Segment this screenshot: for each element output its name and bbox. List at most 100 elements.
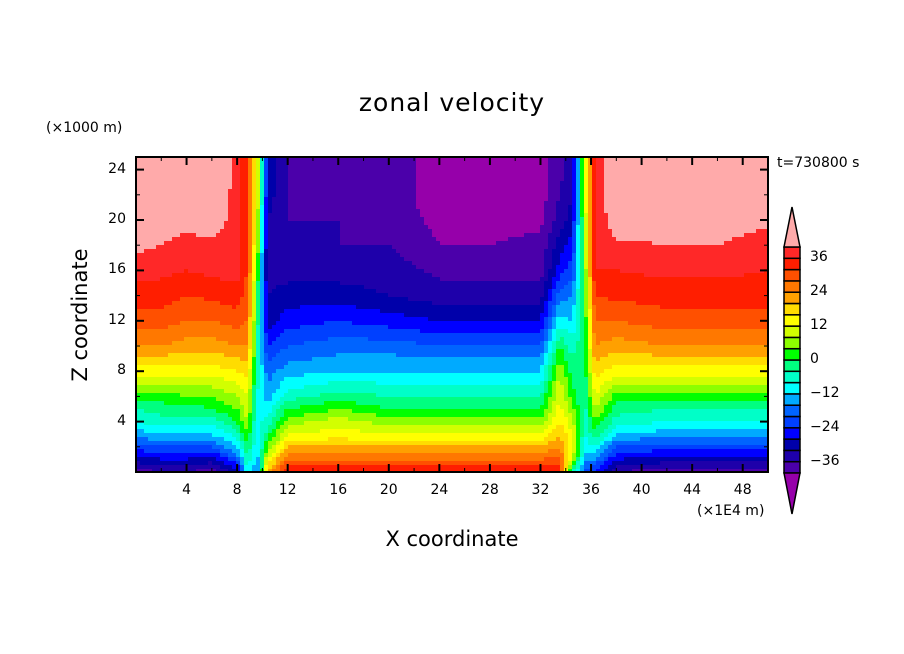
contour-cell: [320, 213, 325, 218]
contour-cell: [200, 301, 205, 306]
contour-cell: [296, 429, 301, 434]
contour-cell: [204, 269, 209, 274]
contour-cell: [248, 225, 253, 230]
contour-cell: [368, 441, 373, 446]
contour-cell: [200, 373, 205, 378]
contour-cell: [208, 449, 213, 454]
contour-cell: [332, 401, 337, 406]
contour-cell: [168, 421, 173, 426]
contour-cell: [332, 369, 337, 374]
contour-cell: [364, 157, 369, 162]
contour-cell: [192, 385, 197, 390]
contour-cell: [336, 365, 341, 370]
contour-cell: [284, 257, 289, 262]
contour-cell: [188, 421, 193, 426]
contour-cell: [240, 405, 245, 410]
contour-cell: [248, 321, 253, 326]
contour-cell: [204, 161, 209, 166]
contour-cell: [148, 177, 153, 182]
contour-cell: [376, 453, 381, 458]
contour-cell: [284, 417, 289, 422]
contour-cell: [380, 389, 385, 394]
contour-cell: [200, 221, 205, 226]
contour-cell: [240, 469, 245, 473]
contour-cell: [328, 409, 333, 414]
contour-cell: [148, 293, 153, 298]
contour-cell: [304, 181, 309, 186]
contour-cell: [152, 181, 157, 186]
contour-cell: [388, 181, 393, 186]
contour-cell: [284, 173, 289, 178]
contour-cell: [232, 289, 237, 294]
contour-cell: [328, 237, 333, 242]
contour-cell: [160, 453, 165, 458]
contour-cell: [316, 193, 321, 198]
contour-cell: [140, 305, 145, 310]
contour-cell: [300, 217, 305, 222]
contour-cell: [364, 273, 369, 278]
contour-cell: [164, 253, 169, 258]
contour-cell: [348, 449, 353, 454]
contour-cell: [316, 337, 321, 342]
contour-cell: [232, 221, 237, 226]
contour-cell: [340, 365, 345, 370]
contour-cell: [364, 389, 369, 394]
contour-cell: [276, 337, 281, 342]
contour-cell: [136, 185, 141, 190]
contour-cell: [284, 413, 289, 418]
contour-cell: [296, 353, 301, 358]
contour-cell: [356, 393, 361, 398]
contour-cell: [264, 429, 269, 434]
contour-cell: [328, 249, 333, 254]
contour-cell: [296, 393, 301, 398]
contour-cell: [180, 293, 185, 298]
contour-cell: [320, 341, 325, 346]
contour-cell: [260, 193, 265, 198]
contour-cell: [148, 221, 153, 226]
contour-cell: [156, 209, 161, 214]
contour-cell: [296, 373, 301, 378]
contour-cell: [172, 193, 177, 198]
contour-cell: [192, 389, 197, 394]
contour-cell: [304, 357, 309, 362]
contour-cell: [144, 205, 149, 210]
contour-cell: [280, 417, 285, 422]
contour-cell: [304, 241, 309, 246]
contour-cell: [216, 293, 221, 298]
contour-cell: [168, 265, 173, 270]
contour-cell: [376, 405, 381, 410]
contour-cell: [204, 289, 209, 294]
contour-cell: [304, 437, 309, 442]
contour-cell: [232, 397, 237, 402]
contour-cell: [388, 201, 393, 206]
contour-cell: [344, 241, 349, 246]
contour-cell: [304, 421, 309, 426]
contour-cell: [368, 313, 373, 318]
contour-cell: [236, 409, 241, 414]
contour-cell: [316, 221, 321, 226]
contour-cell: [316, 237, 321, 242]
contour-cell: [204, 257, 209, 262]
contour-cell: [236, 245, 241, 250]
contour-cell: [200, 453, 205, 458]
contour-cell: [204, 333, 209, 338]
contour-cell: [156, 385, 161, 390]
contour-cell: [276, 389, 281, 394]
contour-cell: [192, 365, 197, 370]
contour-cell: [296, 341, 301, 346]
contour-cell: [336, 369, 341, 374]
contour-cell: [216, 181, 221, 186]
contour-cell: [344, 349, 349, 354]
contour-cell: [248, 381, 253, 386]
contour-cell: [336, 453, 341, 458]
contour-cell: [284, 197, 289, 202]
contour-cell: [200, 157, 205, 162]
contour-cell: [196, 277, 201, 282]
contour-cell: [220, 389, 225, 394]
contour-cell: [188, 345, 193, 350]
contour-cell: [144, 225, 149, 230]
contour-cell: [212, 333, 217, 338]
contour-cell: [340, 229, 345, 234]
contour-cell: [368, 229, 373, 234]
contour-cell: [232, 453, 237, 458]
